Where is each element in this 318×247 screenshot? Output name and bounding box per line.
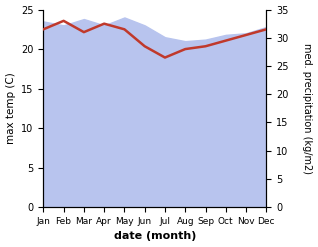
- Y-axis label: med. precipitation (kg/m2): med. precipitation (kg/m2): [302, 43, 313, 174]
- Y-axis label: max temp (C): max temp (C): [5, 72, 16, 144]
- X-axis label: date (month): date (month): [114, 231, 196, 242]
